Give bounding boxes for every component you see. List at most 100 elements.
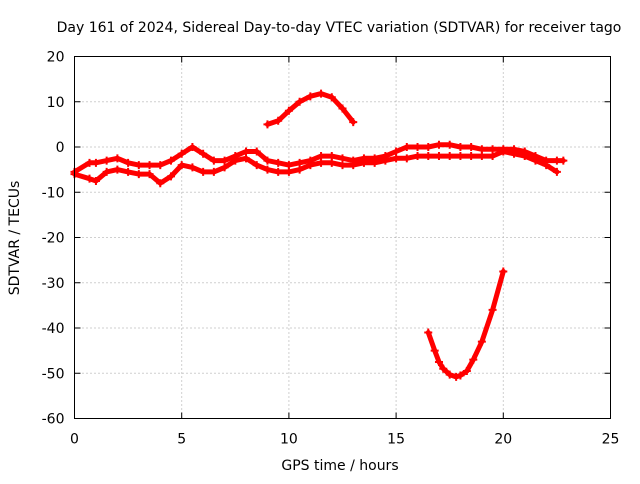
data-point bbox=[295, 158, 304, 167]
data-point bbox=[327, 152, 336, 161]
data-point bbox=[209, 167, 218, 176]
data-point bbox=[456, 152, 465, 161]
y-tick-label: -30 bbox=[42, 276, 65, 292]
data-point bbox=[134, 161, 143, 170]
data-point bbox=[177, 149, 186, 158]
x-tick-label: 20 bbox=[494, 432, 512, 448]
data-point bbox=[456, 371, 465, 380]
data-point bbox=[477, 145, 486, 154]
data-point bbox=[510, 149, 519, 158]
data-point bbox=[413, 143, 422, 151]
x-tick-label: 0 bbox=[70, 432, 79, 448]
data-point bbox=[199, 149, 208, 158]
data-point bbox=[445, 140, 454, 149]
data-point bbox=[306, 161, 315, 170]
data-point bbox=[102, 167, 111, 176]
data-point bbox=[102, 156, 111, 165]
data-point bbox=[242, 154, 251, 163]
data-point bbox=[327, 93, 336, 102]
data-point bbox=[462, 366, 471, 375]
data-point bbox=[85, 174, 94, 183]
data-point bbox=[520, 152, 529, 161]
data-point bbox=[284, 106, 293, 115]
data-point bbox=[467, 152, 476, 161]
data-point bbox=[156, 179, 165, 188]
x-tick-label: 25 bbox=[602, 432, 620, 448]
data-point bbox=[199, 167, 208, 176]
data-point bbox=[488, 152, 497, 161]
data-point bbox=[220, 163, 229, 172]
data-point bbox=[124, 167, 133, 176]
data-point bbox=[402, 143, 411, 151]
data-point bbox=[113, 154, 122, 163]
data-point bbox=[327, 158, 336, 167]
data-point bbox=[424, 152, 433, 161]
data-point bbox=[252, 147, 261, 156]
data-point bbox=[220, 156, 229, 165]
chart-title: Day 161 of 2024, Sidereal Day-to-day VTE… bbox=[57, 20, 622, 36]
data-point bbox=[188, 163, 197, 172]
data-point bbox=[252, 161, 261, 170]
data-point bbox=[295, 97, 304, 106]
data-point bbox=[469, 355, 478, 364]
data-point bbox=[488, 145, 497, 154]
data-point bbox=[439, 364, 448, 373]
data-point bbox=[317, 158, 326, 167]
data-point bbox=[434, 140, 443, 149]
data-series bbox=[70, 89, 568, 381]
data-point bbox=[166, 156, 175, 165]
axis-ticks: 0 5 10 15 20 25 -60 -50 -40 -30 -20 -10 0 10 20 bbox=[42, 50, 620, 448]
data-point bbox=[456, 143, 465, 151]
data-point bbox=[156, 161, 165, 170]
data-point bbox=[306, 92, 315, 101]
data-point bbox=[392, 147, 401, 156]
data-point bbox=[295, 165, 304, 174]
data-point bbox=[381, 156, 390, 165]
x-tick-label: 10 bbox=[280, 432, 298, 448]
data-point bbox=[499, 147, 508, 156]
data-point bbox=[349, 161, 358, 170]
y-tick-label: -10 bbox=[42, 185, 65, 201]
data-point bbox=[338, 104, 347, 113]
data-point bbox=[274, 167, 283, 176]
data-point bbox=[552, 167, 561, 176]
data-point bbox=[349, 118, 358, 127]
data-point bbox=[317, 89, 326, 98]
data-point bbox=[145, 161, 154, 170]
data-point bbox=[424, 143, 433, 151]
data-point bbox=[424, 328, 433, 337]
data-point bbox=[166, 172, 175, 181]
data-point bbox=[317, 152, 326, 161]
data-point bbox=[413, 152, 422, 161]
y-axis-label: SDTVAR / TECUs bbox=[7, 181, 23, 296]
data-point bbox=[477, 337, 486, 346]
data-point bbox=[124, 158, 133, 167]
data-point bbox=[242, 147, 251, 156]
grid-lines bbox=[74, 56, 611, 419]
data-point bbox=[402, 154, 411, 163]
data-point bbox=[434, 152, 443, 161]
data-point bbox=[467, 143, 476, 151]
data-point bbox=[392, 154, 401, 163]
data-point bbox=[434, 357, 443, 366]
y-tick-label: -60 bbox=[42, 412, 65, 428]
data-point bbox=[338, 161, 347, 170]
data-point bbox=[284, 167, 293, 176]
data-point bbox=[231, 156, 240, 165]
data-point bbox=[113, 165, 122, 174]
data-point bbox=[338, 154, 347, 163]
data-point bbox=[91, 158, 100, 167]
data-point bbox=[145, 170, 154, 179]
y-tick-label: 0 bbox=[56, 140, 65, 156]
data-point bbox=[134, 170, 143, 179]
x-tick-label: 5 bbox=[177, 432, 186, 448]
data-point bbox=[430, 346, 439, 355]
data-point bbox=[488, 305, 497, 314]
data-point bbox=[359, 158, 368, 167]
x-axis-label: GPS time / hours bbox=[281, 458, 398, 474]
y-tick-label: 20 bbox=[47, 50, 65, 66]
data-point bbox=[263, 165, 272, 174]
data-point bbox=[263, 120, 272, 129]
